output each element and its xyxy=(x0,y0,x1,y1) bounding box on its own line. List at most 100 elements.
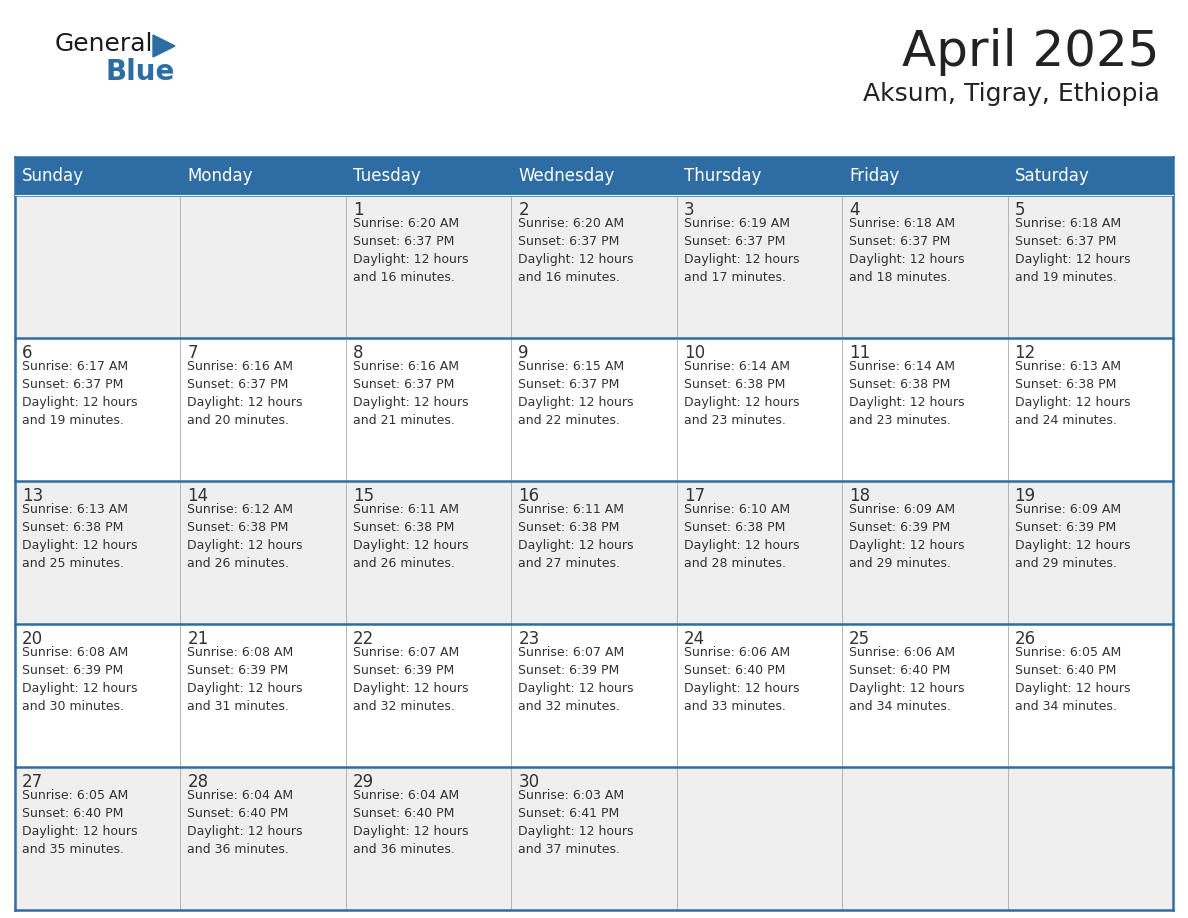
Text: Sunrise: 6:04 AM
Sunset: 6:40 PM
Daylight: 12 hours
and 36 minutes.: Sunrise: 6:04 AM Sunset: 6:40 PM Dayligh… xyxy=(353,789,468,856)
Bar xyxy=(346,157,511,195)
Text: Sunrise: 6:18 AM
Sunset: 6:37 PM
Daylight: 12 hours
and 18 minutes.: Sunrise: 6:18 AM Sunset: 6:37 PM Dayligh… xyxy=(849,217,965,284)
Bar xyxy=(15,767,181,910)
Text: Sunrise: 6:09 AM
Sunset: 6:39 PM
Daylight: 12 hours
and 29 minutes.: Sunrise: 6:09 AM Sunset: 6:39 PM Dayligh… xyxy=(1015,503,1130,570)
Bar xyxy=(181,157,346,195)
Bar xyxy=(511,338,677,481)
Text: 17: 17 xyxy=(684,487,704,505)
Text: Sunrise: 6:06 AM
Sunset: 6:40 PM
Daylight: 12 hours
and 34 minutes.: Sunrise: 6:06 AM Sunset: 6:40 PM Dayligh… xyxy=(849,646,965,713)
Text: 15: 15 xyxy=(353,487,374,505)
Text: Sunrise: 6:11 AM
Sunset: 6:38 PM
Daylight: 12 hours
and 26 minutes.: Sunrise: 6:11 AM Sunset: 6:38 PM Dayligh… xyxy=(353,503,468,570)
Text: Sunrise: 6:17 AM
Sunset: 6:37 PM
Daylight: 12 hours
and 19 minutes.: Sunrise: 6:17 AM Sunset: 6:37 PM Dayligh… xyxy=(23,360,138,427)
Bar xyxy=(511,157,677,195)
Bar xyxy=(1007,624,1173,767)
Bar xyxy=(842,624,1007,767)
Text: Sunrise: 6:03 AM
Sunset: 6:41 PM
Daylight: 12 hours
and 37 minutes.: Sunrise: 6:03 AM Sunset: 6:41 PM Dayligh… xyxy=(518,789,633,856)
Text: April 2025: April 2025 xyxy=(903,28,1159,76)
Bar xyxy=(677,767,842,910)
Text: Sunrise: 6:11 AM
Sunset: 6:38 PM
Daylight: 12 hours
and 27 minutes.: Sunrise: 6:11 AM Sunset: 6:38 PM Dayligh… xyxy=(518,503,633,570)
Bar xyxy=(181,338,346,481)
Text: 29: 29 xyxy=(353,773,374,791)
Text: Sunrise: 6:19 AM
Sunset: 6:37 PM
Daylight: 12 hours
and 17 minutes.: Sunrise: 6:19 AM Sunset: 6:37 PM Dayligh… xyxy=(684,217,800,284)
Text: Sunrise: 6:15 AM
Sunset: 6:37 PM
Daylight: 12 hours
and 22 minutes.: Sunrise: 6:15 AM Sunset: 6:37 PM Dayligh… xyxy=(518,360,633,427)
Text: 7: 7 xyxy=(188,344,198,362)
Bar xyxy=(181,624,346,767)
Text: Sunrise: 6:08 AM
Sunset: 6:39 PM
Daylight: 12 hours
and 31 minutes.: Sunrise: 6:08 AM Sunset: 6:39 PM Dayligh… xyxy=(188,646,303,713)
Bar xyxy=(15,157,181,195)
Text: Monday: Monday xyxy=(188,167,253,185)
Text: 10: 10 xyxy=(684,344,704,362)
Text: Friday: Friday xyxy=(849,167,899,185)
Bar xyxy=(15,338,181,481)
Bar xyxy=(346,481,511,624)
Text: Sunrise: 6:16 AM
Sunset: 6:37 PM
Daylight: 12 hours
and 20 minutes.: Sunrise: 6:16 AM Sunset: 6:37 PM Dayligh… xyxy=(188,360,303,427)
Bar xyxy=(346,624,511,767)
Bar xyxy=(1007,157,1173,195)
Text: 30: 30 xyxy=(518,773,539,791)
Text: Sunday: Sunday xyxy=(23,167,84,185)
Text: 11: 11 xyxy=(849,344,871,362)
Text: 2: 2 xyxy=(518,201,529,219)
Text: 28: 28 xyxy=(188,773,209,791)
Text: 9: 9 xyxy=(518,344,529,362)
Bar xyxy=(1007,767,1173,910)
Bar xyxy=(15,481,181,624)
Bar xyxy=(1007,481,1173,624)
Text: 14: 14 xyxy=(188,487,209,505)
Bar xyxy=(511,481,677,624)
Bar xyxy=(842,338,1007,481)
Text: Sunrise: 6:13 AM
Sunset: 6:38 PM
Daylight: 12 hours
and 24 minutes.: Sunrise: 6:13 AM Sunset: 6:38 PM Dayligh… xyxy=(1015,360,1130,427)
Bar xyxy=(677,195,842,338)
Text: 12: 12 xyxy=(1015,344,1036,362)
Text: General: General xyxy=(55,32,153,56)
Bar xyxy=(15,624,181,767)
Text: 3: 3 xyxy=(684,201,694,219)
Text: 27: 27 xyxy=(23,773,43,791)
Text: 8: 8 xyxy=(353,344,364,362)
Text: 18: 18 xyxy=(849,487,871,505)
Bar xyxy=(1007,338,1173,481)
Bar xyxy=(677,624,842,767)
Bar xyxy=(842,767,1007,910)
Bar xyxy=(842,195,1007,338)
Text: Thursday: Thursday xyxy=(684,167,762,185)
Text: Sunrise: 6:18 AM
Sunset: 6:37 PM
Daylight: 12 hours
and 19 minutes.: Sunrise: 6:18 AM Sunset: 6:37 PM Dayligh… xyxy=(1015,217,1130,284)
Text: 23: 23 xyxy=(518,630,539,648)
Text: Sunrise: 6:12 AM
Sunset: 6:38 PM
Daylight: 12 hours
and 26 minutes.: Sunrise: 6:12 AM Sunset: 6:38 PM Dayligh… xyxy=(188,503,303,570)
Bar xyxy=(1007,195,1173,338)
Text: 13: 13 xyxy=(23,487,43,505)
Text: 25: 25 xyxy=(849,630,871,648)
Bar xyxy=(511,767,677,910)
Bar xyxy=(842,481,1007,624)
Bar xyxy=(346,767,511,910)
Text: Sunrise: 6:16 AM
Sunset: 6:37 PM
Daylight: 12 hours
and 21 minutes.: Sunrise: 6:16 AM Sunset: 6:37 PM Dayligh… xyxy=(353,360,468,427)
Bar xyxy=(346,338,511,481)
Polygon shape xyxy=(153,35,175,57)
Text: 5: 5 xyxy=(1015,201,1025,219)
Text: 19: 19 xyxy=(1015,487,1036,505)
Bar xyxy=(181,481,346,624)
Text: Saturday: Saturday xyxy=(1015,167,1089,185)
Text: Sunrise: 6:05 AM
Sunset: 6:40 PM
Daylight: 12 hours
and 34 minutes.: Sunrise: 6:05 AM Sunset: 6:40 PM Dayligh… xyxy=(1015,646,1130,713)
Text: 21: 21 xyxy=(188,630,209,648)
Text: Sunrise: 6:06 AM
Sunset: 6:40 PM
Daylight: 12 hours
and 33 minutes.: Sunrise: 6:06 AM Sunset: 6:40 PM Dayligh… xyxy=(684,646,800,713)
Text: Sunrise: 6:05 AM
Sunset: 6:40 PM
Daylight: 12 hours
and 35 minutes.: Sunrise: 6:05 AM Sunset: 6:40 PM Dayligh… xyxy=(23,789,138,856)
Text: Sunrise: 6:14 AM
Sunset: 6:38 PM
Daylight: 12 hours
and 23 minutes.: Sunrise: 6:14 AM Sunset: 6:38 PM Dayligh… xyxy=(684,360,800,427)
Bar xyxy=(677,157,842,195)
Text: Sunrise: 6:13 AM
Sunset: 6:38 PM
Daylight: 12 hours
and 25 minutes.: Sunrise: 6:13 AM Sunset: 6:38 PM Dayligh… xyxy=(23,503,138,570)
Text: 6: 6 xyxy=(23,344,32,362)
Text: Tuesday: Tuesday xyxy=(353,167,421,185)
Text: 16: 16 xyxy=(518,487,539,505)
Text: Sunrise: 6:14 AM
Sunset: 6:38 PM
Daylight: 12 hours
and 23 minutes.: Sunrise: 6:14 AM Sunset: 6:38 PM Dayligh… xyxy=(849,360,965,427)
Text: Sunrise: 6:08 AM
Sunset: 6:39 PM
Daylight: 12 hours
and 30 minutes.: Sunrise: 6:08 AM Sunset: 6:39 PM Dayligh… xyxy=(23,646,138,713)
Bar xyxy=(511,195,677,338)
Bar xyxy=(842,157,1007,195)
Text: Sunrise: 6:20 AM
Sunset: 6:37 PM
Daylight: 12 hours
and 16 minutes.: Sunrise: 6:20 AM Sunset: 6:37 PM Dayligh… xyxy=(353,217,468,284)
Text: Sunrise: 6:04 AM
Sunset: 6:40 PM
Daylight: 12 hours
and 36 minutes.: Sunrise: 6:04 AM Sunset: 6:40 PM Dayligh… xyxy=(188,789,303,856)
Text: 26: 26 xyxy=(1015,630,1036,648)
Text: 1: 1 xyxy=(353,201,364,219)
Text: Aksum, Tigray, Ethiopia: Aksum, Tigray, Ethiopia xyxy=(864,82,1159,106)
Bar xyxy=(181,767,346,910)
Bar xyxy=(181,195,346,338)
Text: 22: 22 xyxy=(353,630,374,648)
Text: Sunrise: 6:10 AM
Sunset: 6:38 PM
Daylight: 12 hours
and 28 minutes.: Sunrise: 6:10 AM Sunset: 6:38 PM Dayligh… xyxy=(684,503,800,570)
